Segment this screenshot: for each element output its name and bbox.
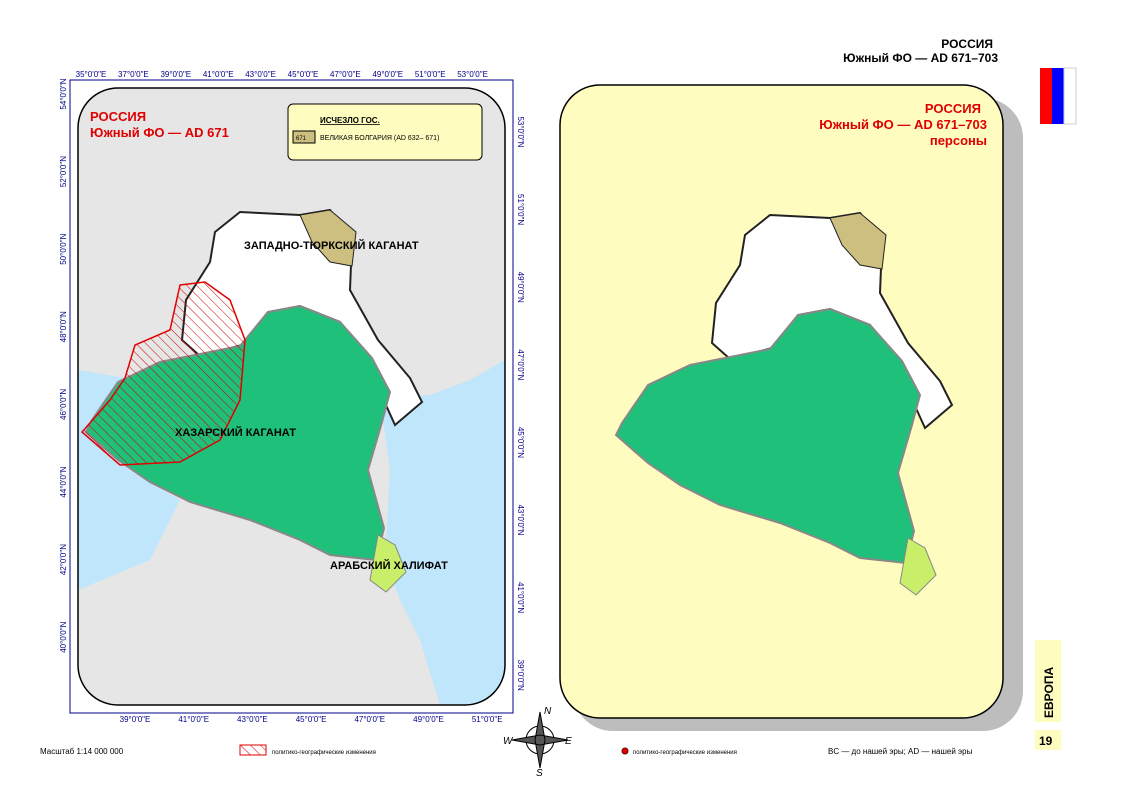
coordinate-label: 46°0'0"N: [59, 389, 68, 420]
page-tab: [1035, 730, 1061, 750]
coordinate-label: 45°0'0"E: [296, 715, 327, 724]
page-number: 19: [1039, 734, 1053, 748]
compass: N E S W: [503, 706, 572, 779]
coordinate-label: 54°0'0"N: [59, 78, 68, 109]
legend-dot: [621, 747, 629, 755]
right-title: РОССИЯ: [925, 101, 981, 116]
legend-swatch: [292, 130, 316, 144]
coordinate-label: 37°0'0"E: [118, 70, 149, 79]
compass-w: W: [503, 736, 514, 747]
coordinate-label: 35°0'0"E: [76, 70, 107, 79]
header-country: РОССИЯ: [941, 37, 993, 51]
coordinate-label: 41°0'0"E: [178, 715, 209, 724]
map-border: [77, 87, 506, 706]
header-subtitle: Южный ФО — AD 671–703: [843, 51, 998, 65]
coordinate-label: 41°0'0"E: [203, 70, 234, 79]
coordinate-label: 50°0'0"N: [59, 233, 68, 264]
compass-n: N: [544, 706, 552, 717]
coordinate-label: 53°0'0"E: [457, 70, 488, 79]
coordinate-label: 39°0'0"E: [120, 715, 151, 724]
coordinate-label: 39°0'0"E: [160, 70, 191, 79]
left-map: ЗАПАДНО-ТЮРКСКИЙ КАГАНАТ ХАЗАРСКИЙ КАГАН…: [78, 88, 505, 705]
map-label: ЗАПАДНО-ТЮРКСКИЙ КАГАНАТ: [244, 239, 419, 252]
section-tab: [1035, 640, 1061, 722]
flag-red: [1040, 68, 1052, 124]
legend-box: [287, 103, 483, 161]
coordinate-label: 39°0'0"N: [516, 660, 525, 691]
coordinate-label: 53°0'0"N: [516, 116, 525, 147]
coordinate-label: 45°0'0"E: [288, 70, 319, 79]
coordinate-label: 47°0'0"E: [330, 70, 361, 79]
compass-e: E: [565, 736, 572, 747]
legend-heading: ИСЧЕЗЛО ГОС.: [320, 116, 380, 125]
coordinate-label: 51°0'0"E: [415, 70, 446, 79]
coordinate-label: 49°0'0"E: [372, 70, 403, 79]
legend-item: ВЕЛИКАЯ БОЛГАРИЯ (AD 632– 671): [320, 135, 439, 142]
right-subtitle: Южный ФО — AD 671–703: [819, 117, 987, 132]
coordinate-label: 48°0'0"N: [59, 311, 68, 342]
legend-swatch-label: 671: [296, 136, 307, 142]
legend-left: политико-географические изменения: [272, 750, 376, 756]
coordinate-ticks: 35°0'0"E 37°0'0"E 39°0'0"E 41°0'0"E 43°0'0"E…: [59, 70, 525, 724]
scale: Масштаб 1:14 000 000: [40, 747, 124, 756]
coordinate-label: 42°0'0"N: [59, 544, 68, 575]
legend-hatch: [239, 744, 267, 756]
compass-s: S: [536, 768, 543, 779]
abbrev: BC — до нашей эры; AD — нашей эры: [828, 747, 973, 756]
coordinate-label: 41°0'0"N: [516, 582, 525, 613]
coordinate-label: 45°0'0"N: [516, 427, 525, 458]
coordinate-label: 52°0'0"N: [59, 156, 68, 187]
coordinate-label: 51°0'0"E: [472, 715, 503, 724]
map-label: ХАЗАРСКИЙ КАГАНАТ: [175, 426, 296, 439]
coordinate-label: 44°0'0"N: [59, 466, 68, 497]
left-title: РОССИЯ: [90, 109, 146, 124]
coordinate-label: 43°0'0"N: [516, 504, 525, 535]
left-subtitle: Южный ФО — AD 671: [90, 125, 229, 140]
section: ЕВРОПА: [1042, 667, 1056, 718]
coordinate-label: 40°0'0"N: [59, 621, 68, 652]
coordinate-label: 43°0'0"E: [245, 70, 276, 79]
coordinate-label: 47°0'0"N: [516, 349, 525, 380]
frame: [69, 79, 514, 714]
right-note: персоны: [930, 133, 987, 148]
coordinate-label: 49°0'0"E: [413, 715, 444, 724]
map-label: АРАБСКИЙ ХАЛИФАТ: [330, 559, 448, 572]
flag-white: [1063, 67, 1077, 125]
coordinate-label: 47°0'0"E: [354, 715, 385, 724]
legend-right: политико-географические изменения: [633, 750, 737, 756]
coordinate-label: 51°0'0"N: [516, 194, 525, 225]
flag-blue: [1052, 68, 1064, 124]
coordinate-label: 49°0'0"N: [516, 272, 525, 303]
coordinate-label: 43°0'0"E: [237, 715, 268, 724]
